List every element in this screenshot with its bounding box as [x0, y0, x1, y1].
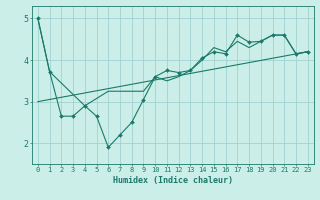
X-axis label: Humidex (Indice chaleur): Humidex (Indice chaleur): [113, 176, 233, 185]
